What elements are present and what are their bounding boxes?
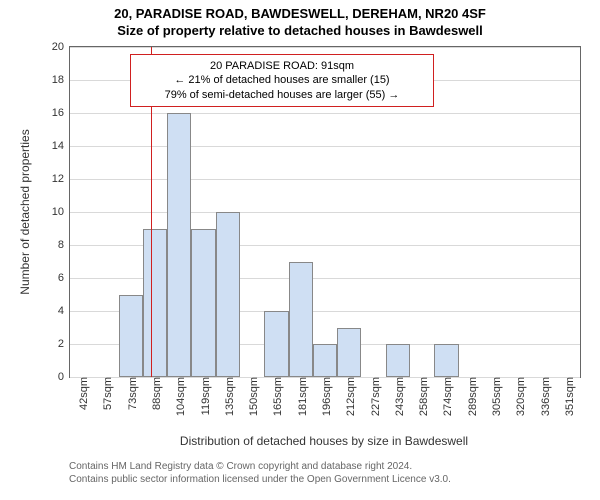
xtick-label: 243sqm [390,377,406,416]
ytick-label: 20 [52,41,70,53]
xtick-label: 181sqm [293,377,309,416]
xtick-label: 104sqm [171,377,187,416]
histogram-bar [119,295,143,378]
footer-line-1: Contains HM Land Registry data © Crown c… [69,460,451,473]
xtick-label: 135sqm [220,377,236,416]
xtick-label: 320sqm [511,377,527,416]
ytick-label: 10 [52,206,70,218]
gridline [70,179,580,180]
chart-title-2: Size of property relative to detached ho… [0,23,600,40]
xtick-label: 119sqm [196,377,212,415]
gridline [70,47,580,48]
ytick-label: 14 [52,140,70,152]
xtick-label: 305sqm [487,377,503,416]
gridline [70,113,580,114]
xtick-label: 73sqm [123,377,139,410]
xtick-label: 196sqm [317,377,333,416]
xtick-label: 336sqm [536,377,552,416]
histogram-bar [434,344,458,377]
xtick-label: 212sqm [341,377,357,416]
footer-line-2: Contains public sector information licen… [69,473,451,486]
xtick-label: 88sqm [147,377,163,410]
ytick-label: 12 [52,173,70,185]
x-axis-label: Distribution of detached houses by size … [69,434,579,448]
ytick-label: 2 [58,338,70,350]
histogram-bar [167,113,191,377]
gridline [70,212,580,213]
gridline [70,146,580,147]
ytick-label: 0 [58,371,70,383]
histogram-bar [289,262,313,378]
histogram-bar [337,328,361,378]
chart-title-1: 20, PARADISE ROAD, BAWDESWELL, DEREHAM, … [0,0,600,23]
annotation-line-1: 20 PARADISE ROAD: 91sqm [139,59,425,73]
xtick-label: 165sqm [268,377,284,416]
xtick-label: 289sqm [463,377,479,416]
ytick-label: 8 [58,239,70,251]
y-axis-label: Number of detached properties [18,122,32,302]
annotation-line-3: 79% of semi-detached houses are larger (… [139,88,425,102]
xtick-label: 150sqm [244,377,260,416]
xtick-label: 258sqm [414,377,430,416]
ytick-label: 6 [58,272,70,284]
histogram-bar [313,344,337,377]
histogram-bar [143,229,167,378]
histogram-bar [216,212,240,377]
xtick-label: 57sqm [98,377,114,410]
histogram-bar [386,344,410,377]
annotation-line-2: ← 21% of detached houses are smaller (15… [139,73,425,87]
ytick-label: 18 [52,74,70,86]
xtick-label: 274sqm [438,377,454,416]
histogram-bar [191,229,215,378]
ytick-label: 4 [58,305,70,317]
footer-text: Contains HM Land Registry data © Crown c… [69,460,451,486]
ytick-label: 16 [52,107,70,119]
xtick-label: 351sqm [560,377,576,416]
xtick-label: 42sqm [74,377,90,410]
xtick-label: 227sqm [366,377,382,416]
annotation-box: 20 PARADISE ROAD: 91sqm ← 21% of detache… [130,54,434,107]
histogram-bar [264,311,288,377]
